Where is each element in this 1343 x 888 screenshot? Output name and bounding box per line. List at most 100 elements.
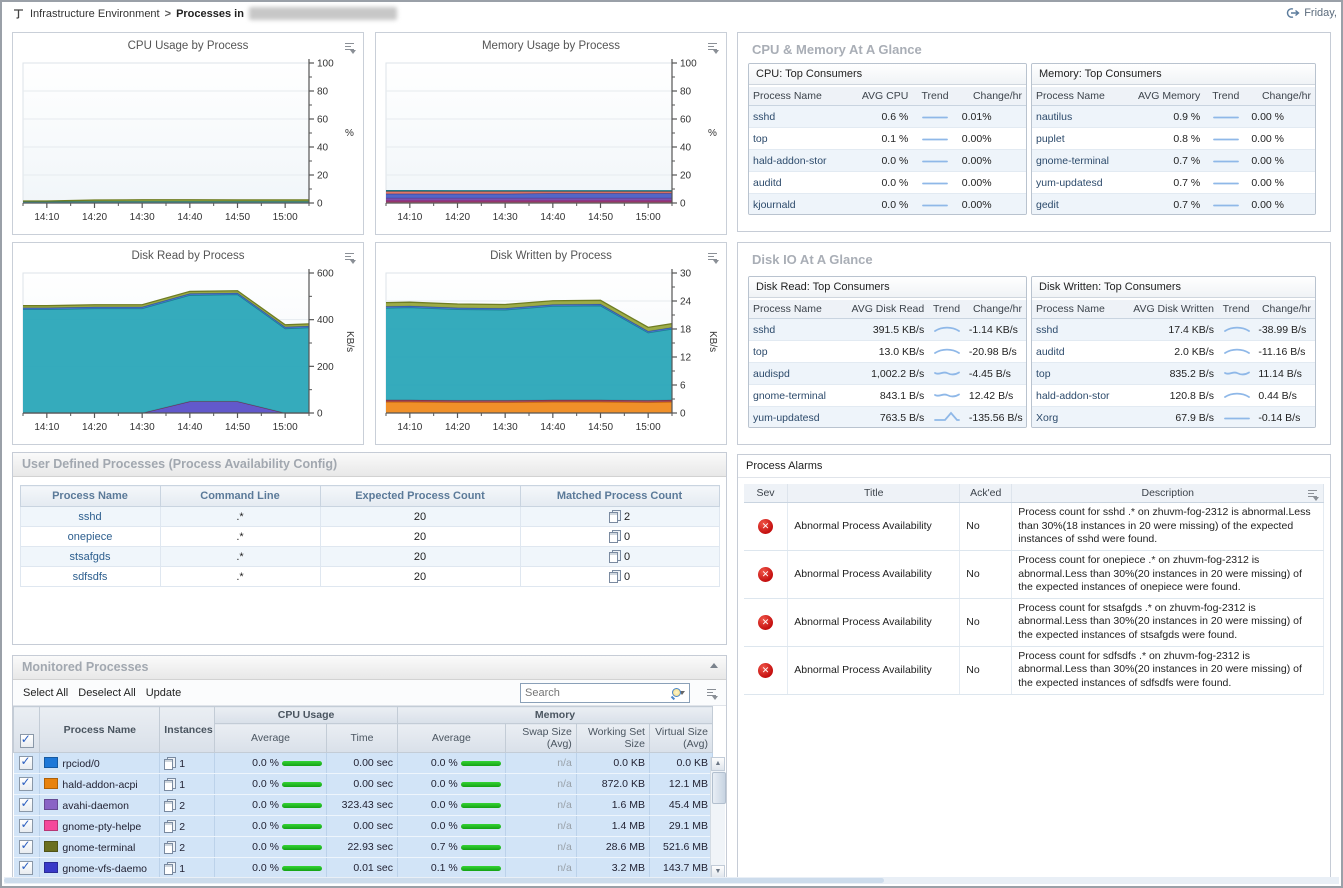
process-name-cell[interactable]: top: [749, 127, 849, 150]
column-header[interactable]: Process Name: [1032, 300, 1121, 319]
alarm-row[interactable]: ✕ Abnormal Process Availability No Process …: [743, 550, 1325, 599]
column-header[interactable]: Sev: [743, 484, 789, 503]
column-header-virtual[interactable]: Virtual Size (Avg): [648, 723, 714, 753]
column-header[interactable]: Title: [787, 484, 961, 503]
process-name-cell[interactable]: auditd: [749, 171, 849, 194]
matched-count-icon[interactable]: [608, 530, 621, 543]
instances-icon[interactable]: [164, 840, 177, 854]
process-name-cell[interactable]: nautilus: [1032, 105, 1127, 128]
process-name-cell[interactable]: puplet: [1032, 127, 1127, 150]
column-header[interactable]: AVG Disk Written: [1120, 300, 1218, 319]
process-name-cell[interactable]: gnome-terminal: [749, 384, 835, 407]
process-name-link[interactable]: sshd: [78, 510, 102, 523]
deselect-all-button[interactable]: Deselect All: [78, 686, 136, 699]
alarm-row[interactable]: ✕ Abnormal Process Availability No Process …: [743, 646, 1325, 695]
column-header[interactable]: Change/hr: [1247, 87, 1315, 106]
row-checkbox[interactable]: [19, 796, 34, 812]
process-name-cell[interactable]: top: [1032, 362, 1121, 385]
column-header[interactable]: Description: [1011, 484, 1325, 503]
column-header[interactable]: Process Name: [1032, 87, 1127, 106]
process-name-cell[interactable]: yum-updatesd: [749, 406, 835, 427]
column-header[interactable]: AVG Disk Read: [834, 300, 929, 319]
column-header-process-name[interactable]: Process Name: [39, 706, 161, 753]
column-header[interactable]: Trend: [1217, 300, 1255, 319]
column-header[interactable]: Change/hr: [1254, 300, 1315, 319]
column-header[interactable]: Trend: [928, 300, 965, 319]
collapse-icon[interactable]: [710, 663, 718, 668]
process-name-cell[interactable]: top: [749, 340, 835, 363]
matched-count-icon[interactable]: [608, 570, 621, 583]
column-header[interactable]: AVG Memory: [1126, 87, 1205, 106]
column-header-working_set[interactable]: Working Set Size: [575, 723, 650, 753]
column-header-cpu_time[interactable]: Time: [325, 723, 399, 753]
chart-menu-icon[interactable]: [705, 41, 719, 54]
chart-menu-icon[interactable]: [705, 251, 719, 264]
horizontal-scrollbar-thumb[interactable]: [4, 878, 884, 883]
column-header[interactable]: Process Name: [749, 300, 835, 319]
logout-icon[interactable]: [1285, 7, 1300, 19]
process-name-link[interactable]: stsafgds: [69, 550, 111, 563]
process-name-link[interactable]: onepiece: [67, 530, 113, 543]
instances-icon[interactable]: [164, 798, 177, 812]
column-header[interactable]: AVG CPU: [848, 87, 913, 106]
process-name-cell[interactable]: gnome-terminal: [1032, 149, 1127, 172]
process-name-cell[interactable]: audispd: [749, 362, 835, 385]
process-name-cell[interactable]: gedit: [1032, 193, 1127, 214]
column-header[interactable]: Ack'ed: [959, 484, 1013, 503]
select-all-button[interactable]: Select All: [23, 686, 69, 699]
column-header[interactable]: Change/hr: [957, 87, 1026, 106]
column-header[interactable]: Change/hr: [964, 300, 1026, 319]
column-header[interactable]: Process Name: [19, 485, 161, 507]
process-name-cell[interactable]: sshd: [1032, 318, 1121, 341]
alarm-row[interactable]: ✕ Abnormal Process Availability No Process …: [743, 502, 1325, 551]
customizer-icon[interactable]: [704, 687, 718, 700]
row-checkbox[interactable]: [19, 775, 34, 791]
row-checkbox[interactable]: [19, 817, 34, 833]
column-header[interactable]: Matched Process Count: [519, 485, 720, 507]
process-name-cell[interactable]: Xorg: [1032, 406, 1121, 427]
instances-icon[interactable]: [164, 777, 177, 791]
header-checkbox[interactable]: [19, 732, 34, 748]
process-name-link[interactable]: sdfsdfs: [72, 570, 108, 583]
chart-menu-icon[interactable]: [342, 251, 356, 264]
breadcrumb-root[interactable]: Infrastructure Environment: [30, 7, 160, 20]
process-name-cell[interactable]: kjournald: [749, 193, 849, 214]
process-name-cell[interactable]: hald-addon-stor: [749, 149, 849, 172]
search-input[interactable]: [521, 687, 671, 699]
process-name-cell[interactable]: sshd: [749, 318, 835, 341]
row-checkbox[interactable]: [19, 838, 34, 854]
instances-icon[interactable]: [164, 819, 177, 833]
process-name-cell[interactable]: auditd: [1032, 340, 1121, 363]
column-header-swap[interactable]: Swap Size (Avg): [504, 723, 577, 753]
instances-icon[interactable]: [164, 756, 177, 770]
customizer-icon[interactable]: [1305, 488, 1320, 501]
column-header[interactable]: Process Name: [749, 87, 849, 106]
scroll-up-icon[interactable]: ▲: [711, 757, 725, 771]
column-header-instances[interactable]: Instances: [159, 706, 216, 753]
update-button[interactable]: Update: [145, 686, 182, 699]
search-icon[interactable]: [671, 687, 681, 699]
chart-menu-icon[interactable]: [342, 41, 356, 54]
column-header-cpu_average[interactable]: Average: [214, 723, 327, 753]
process-name-cell[interactable]: hald-addon-stor: [1032, 384, 1121, 407]
alarm-row[interactable]: ✕ Abnormal Process Availability No Process …: [743, 598, 1325, 647]
search-dropdown-icon[interactable]: [679, 691, 685, 695]
row-checkbox[interactable]: [19, 754, 34, 770]
horizontal-scrollbar[interactable]: [4, 877, 1339, 884]
matched-count-icon[interactable]: [608, 550, 621, 563]
column-header[interactable]: Trend: [1204, 87, 1248, 106]
instances-icon[interactable]: [164, 861, 177, 875]
matched-count-icon[interactable]: [608, 510, 621, 523]
scrollbar-thumb[interactable]: [712, 772, 726, 804]
column-header-mem_average[interactable]: Average: [397, 723, 506, 753]
column-header[interactable]: Expected Process Count: [319, 485, 521, 507]
row-checkbox[interactable]: [19, 859, 34, 875]
column-header[interactable]: Command Line: [159, 485, 321, 507]
vertical-scrollbar[interactable]: ▲ ▼: [710, 757, 726, 879]
